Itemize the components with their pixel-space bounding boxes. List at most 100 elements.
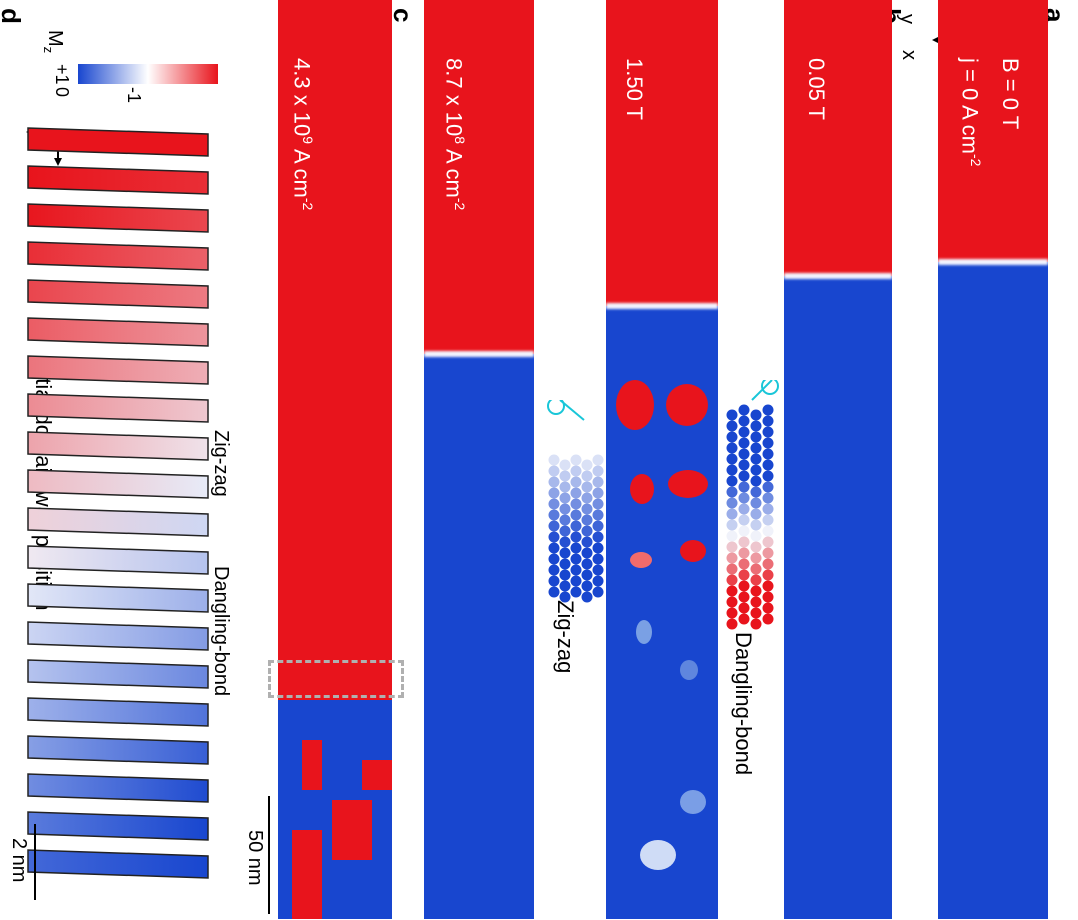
atom — [762, 415, 774, 427]
atom — [738, 492, 750, 504]
atom — [548, 586, 560, 598]
atom — [762, 470, 774, 482]
snapshot-ribbon — [27, 431, 209, 461]
atom — [762, 613, 774, 625]
atom — [738, 613, 750, 625]
atom — [738, 569, 750, 581]
atom — [726, 618, 738, 630]
atom — [762, 536, 774, 548]
atom — [559, 514, 571, 526]
atom — [548, 487, 560, 499]
atom — [726, 420, 738, 432]
atom — [750, 453, 762, 465]
atom — [570, 498, 582, 510]
atom — [750, 563, 762, 575]
atom — [750, 596, 762, 608]
atom — [726, 508, 738, 520]
atom — [762, 481, 774, 493]
inset-dangling-bond — [726, 380, 779, 630]
atom — [750, 486, 762, 498]
atom — [726, 530, 738, 542]
atom — [570, 553, 582, 565]
strip-c-low-label: 8.7 x 108 A cm-2 — [441, 58, 468, 211]
atom — [750, 442, 762, 454]
atom — [750, 475, 762, 487]
atom — [581, 459, 593, 471]
atom — [592, 575, 604, 587]
atom — [581, 580, 593, 592]
snapshot-ribbon — [27, 735, 209, 765]
snapshot-ribbon — [27, 165, 209, 195]
label-dangling-bond: Dangling-bond — [210, 566, 232, 697]
atom — [738, 415, 750, 427]
atom — [738, 437, 750, 449]
atom — [559, 591, 571, 603]
atom — [548, 476, 560, 488]
scalebar-50nm — [268, 796, 270, 914]
atom — [750, 497, 762, 509]
atom — [726, 541, 738, 553]
atom — [762, 547, 774, 559]
atom — [581, 558, 593, 570]
atom — [750, 574, 762, 586]
atom — [762, 492, 774, 504]
atom — [548, 498, 560, 510]
atom — [726, 475, 738, 487]
atom — [750, 508, 762, 520]
atom — [592, 487, 604, 499]
atom — [581, 481, 593, 493]
atom — [581, 569, 593, 581]
atom — [559, 481, 571, 493]
atom — [581, 591, 593, 603]
atom — [762, 437, 774, 449]
atom — [559, 503, 571, 515]
atom — [581, 536, 593, 548]
atom — [570, 487, 582, 499]
atom — [559, 580, 571, 592]
panel-d-letter: d — [0, 8, 26, 24]
atom — [548, 531, 560, 543]
atom — [726, 409, 738, 421]
atom — [750, 541, 762, 553]
snapshot-ribbon — [27, 469, 209, 499]
atom — [750, 552, 762, 564]
atom — [750, 585, 762, 597]
colorbar — [78, 64, 218, 84]
atom — [570, 564, 582, 576]
atom — [581, 470, 593, 482]
axis-label-x-top: x — [898, 50, 920, 60]
atom — [548, 564, 560, 576]
atom — [570, 465, 582, 477]
snapshot-ribbon — [27, 507, 209, 537]
atom — [726, 574, 738, 586]
atom — [762, 503, 774, 515]
atom — [726, 486, 738, 498]
strip-b-high-label: 1.50 T — [622, 58, 647, 120]
atom — [726, 607, 738, 619]
atom — [726, 464, 738, 476]
strip-b-low: 0.05 T — [784, 0, 892, 919]
atom — [738, 481, 750, 493]
atom — [750, 431, 762, 443]
atom — [548, 454, 560, 466]
snapshot-ribbon — [27, 127, 209, 157]
atom — [762, 448, 774, 460]
atom — [592, 498, 604, 510]
snapshot-ribbon — [27, 621, 209, 651]
snapshot-ribbon — [27, 317, 209, 347]
atom — [592, 509, 604, 521]
atom — [762, 591, 774, 603]
snapshot-ribbon — [27, 659, 209, 689]
atom — [738, 547, 750, 559]
snapshot-ribbon — [27, 393, 209, 423]
atom — [570, 520, 582, 532]
atom — [559, 558, 571, 570]
atom — [762, 580, 774, 592]
snapshot-ribbon — [27, 849, 209, 879]
atom — [581, 503, 593, 515]
domain-wall-snapshots — [27, 127, 209, 879]
atom — [750, 618, 762, 630]
snapshot-ribbon — [27, 697, 209, 727]
atom — [548, 542, 560, 554]
atom — [762, 558, 774, 570]
